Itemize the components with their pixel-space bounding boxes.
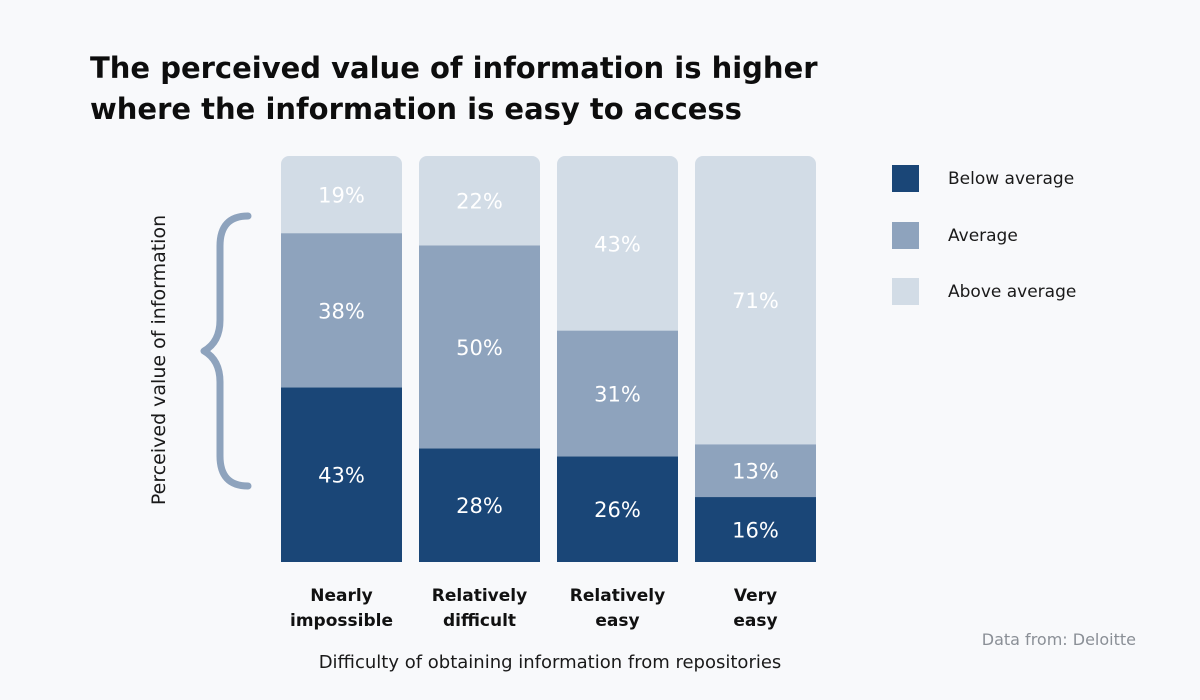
data-label-nearly-impossible-above-average: 19% xyxy=(318,184,365,208)
x-tick-label-very-easy: Very easy xyxy=(733,586,777,631)
bar-relatively-easy-above-average xyxy=(557,156,678,331)
data-label-relatively-easy-above-average: 43% xyxy=(594,232,641,256)
data-label-very-easy-below-average: 16% xyxy=(732,519,779,543)
bar-relatively-difficult-average xyxy=(419,245,540,449)
legend-swatch-average xyxy=(892,221,919,249)
bar-very-easy-above-average xyxy=(695,156,816,445)
legend-label-above-average: Above average xyxy=(948,282,1077,302)
bar-nearly-impossible-above-average xyxy=(281,156,402,234)
chart-title: The perceived value of information is hi… xyxy=(90,48,850,130)
bar-stack-relatively-difficult xyxy=(419,156,540,562)
data-label-relatively-difficult-below-average: 28% xyxy=(456,494,503,518)
data-label-relatively-easy-below-average: 26% xyxy=(594,498,641,522)
x-tick-label-nearly-impossible: Nearly impossible xyxy=(290,586,393,631)
x-tick-label-relatively-easy: Relatively easy xyxy=(570,586,665,631)
bar-nearly-impossible-below-average xyxy=(281,387,402,562)
bar-relatively-easy-below-average xyxy=(557,456,678,562)
y-axis-bracket-icon xyxy=(200,212,252,490)
chart-title-line-1: The perceived value of information is hi… xyxy=(90,51,818,85)
bar-very-easy-below-average xyxy=(695,497,816,562)
x-axis-label: Difficulty of obtaining information from… xyxy=(319,652,782,673)
data-label-very-easy-above-average: 71% xyxy=(732,289,779,313)
legend-label-below-average: Below average xyxy=(948,169,1075,189)
legend-swatch-below-average xyxy=(892,165,919,192)
legend-swatch-above-average xyxy=(892,278,919,305)
bar-relatively-difficult-below-average xyxy=(419,448,540,562)
data-label-relatively-difficult-average: 50% xyxy=(456,336,503,360)
bar-nearly-impossible-average xyxy=(281,233,402,388)
x-tick-labels: Nearly impossible Relatively difficult Relat… xyxy=(290,586,778,631)
bar-relatively-easy-average xyxy=(557,330,678,457)
legend-label-average: Average xyxy=(948,225,1018,246)
bar-very-easy-average xyxy=(695,444,816,498)
data-label-nearly-impossible-below-average: 43% xyxy=(318,464,365,488)
y-axis-label: Perceived value of information xyxy=(148,215,170,505)
data-label-very-easy-average: 13% xyxy=(732,460,779,484)
data-source-note: Data from: Deloitte xyxy=(981,630,1136,649)
chart-title-line-2: where the information is easy to access xyxy=(90,92,742,126)
data-label-relatively-easy-average: 31% xyxy=(594,383,641,407)
data-label-relatively-difficult-above-average: 22% xyxy=(456,190,503,214)
x-tick-label-relatively-difficult: Relatively difficult xyxy=(432,586,527,631)
bar-stack-very-easy xyxy=(695,156,816,562)
bar-stack-relatively-easy xyxy=(557,156,678,562)
bar-stack-nearly-impossible xyxy=(281,156,402,562)
bars-group: 43% 38% 19% 28% 50% 22% 26% 31% 43% 16% 13% 71% xyxy=(281,156,816,562)
bar-relatively-difficult-above-average xyxy=(419,156,540,246)
data-label-nearly-impossible-average: 38% xyxy=(318,299,365,323)
